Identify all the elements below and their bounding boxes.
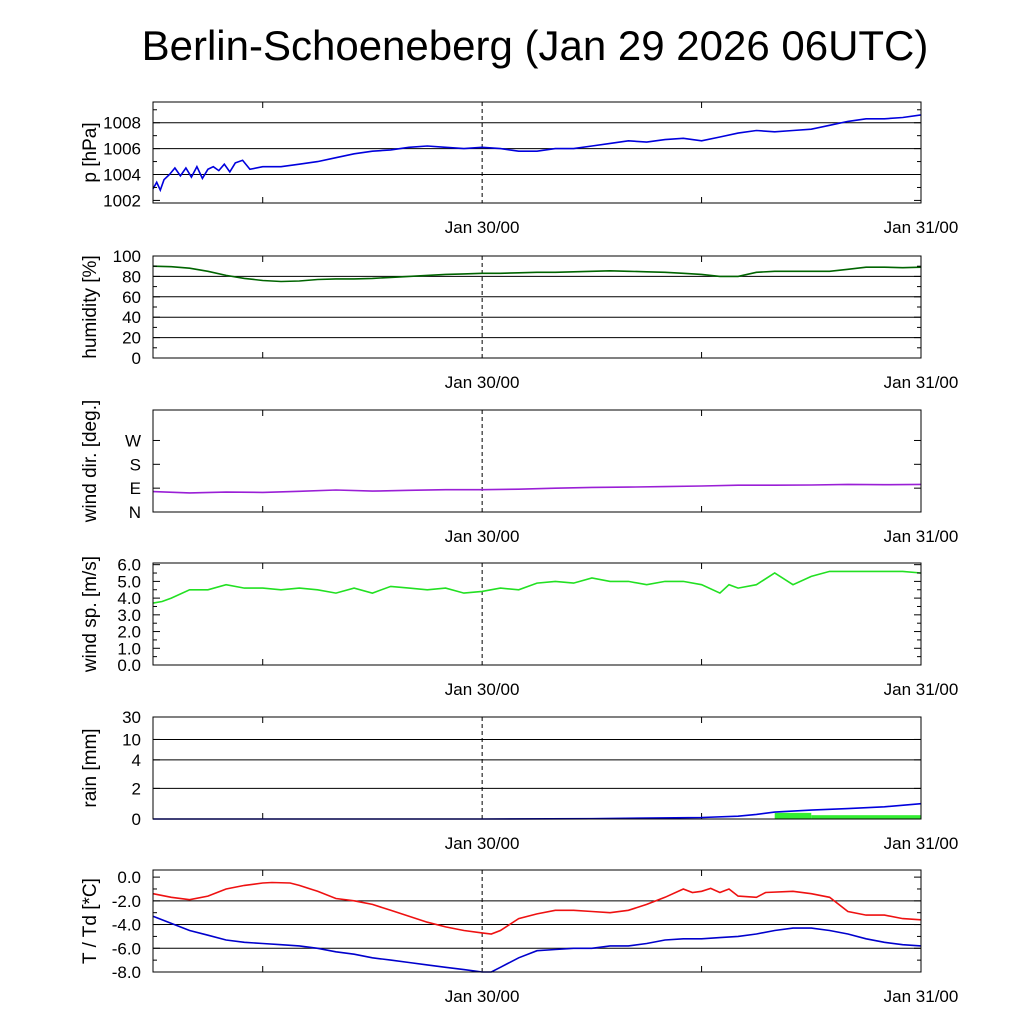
winddir-x-tick-label: Jan 30/00 xyxy=(445,527,520,546)
humidity-y-axis-label: humidity [%] xyxy=(80,255,101,358)
humidity-y-tick-label: 0 xyxy=(132,349,141,368)
windspeed-y-tick-label: 6.0 xyxy=(117,556,141,575)
windspeed-y-tick-label: 0.0 xyxy=(117,656,141,675)
windspeed-y-axis-label: wind sp. [m/s] xyxy=(80,556,101,673)
humidity-y-tick-label: 80 xyxy=(122,267,141,286)
winddir-y-axis-label: wind dir. [deg.] xyxy=(80,400,101,524)
rain-y-tick-label: 10 xyxy=(122,730,141,749)
chart-title: Berlin-Schoeneberg (Jan 29 2026 06UTC) xyxy=(141,22,929,69)
rain-bar xyxy=(774,812,812,819)
temp-frame xyxy=(152,869,922,973)
pressure-y-tick-label: 1008 xyxy=(103,114,141,133)
winddir-frame xyxy=(152,409,922,513)
temp-series-temperature xyxy=(152,881,922,935)
rain-x-tick-label: Jan 31/00 xyxy=(884,834,959,853)
windspeed-y-tick-label: 2.0 xyxy=(117,623,141,642)
pressure-x-tick-label: Jan 31/00 xyxy=(884,218,959,237)
temp-y-tick-label: -4.0 xyxy=(112,916,141,935)
humidity-y-tick-label: 60 xyxy=(122,288,141,307)
winddir-y-tick-label: W xyxy=(125,431,141,450)
pressure-y-tick-label: 1002 xyxy=(103,191,141,210)
rain-y-tick-label: 4 xyxy=(132,751,141,770)
windspeed-series-wind-speed xyxy=(152,570,922,604)
windspeed-y-tick-label: 5.0 xyxy=(117,572,141,591)
rain-y-tick-label: 30 xyxy=(122,708,141,727)
rain-y-tick-label: 2 xyxy=(132,779,141,798)
temp-y-tick-label: -2.0 xyxy=(112,892,141,911)
windspeed-frame xyxy=(152,562,922,666)
winddir-y-tick-label: S xyxy=(130,455,141,474)
windspeed-y-tick-label: 1.0 xyxy=(117,639,141,658)
windspeed-y-tick-label: 3.0 xyxy=(117,606,141,625)
temp-y-tick-label: 0.0 xyxy=(117,868,141,887)
winddir-series-wind-direction xyxy=(152,483,922,494)
rain-bar xyxy=(811,815,921,819)
temp-y-axis-label: T / Td [*C] xyxy=(80,878,101,964)
humidity-x-tick-label: Jan 30/00 xyxy=(445,373,520,392)
temp-x-tick-label: Jan 30/00 xyxy=(445,987,520,1006)
pressure-x-tick-label: Jan 30/00 xyxy=(445,218,520,237)
windspeed-x-tick-label: Jan 31/00 xyxy=(884,680,959,699)
rain-frame xyxy=(152,716,922,820)
pressure-series-pressure xyxy=(152,114,922,193)
humidity-y-tick-label: 40 xyxy=(122,308,141,327)
winddir-x-tick-label: Jan 31/00 xyxy=(884,527,959,546)
winddir-y-tick-label: E xyxy=(130,479,141,498)
humidity-y-tick-label: 20 xyxy=(122,329,141,348)
temp-y-tick-label: -6.0 xyxy=(112,939,141,958)
temp-x-tick-label: Jan 31/00 xyxy=(884,987,959,1006)
windspeed-x-tick-label: Jan 30/00 xyxy=(445,680,520,699)
rain-x-tick-label: Jan 30/00 xyxy=(445,834,520,853)
humidity-series-humidity xyxy=(152,265,922,283)
rain-y-axis-label: rain [mm] xyxy=(80,728,101,807)
pressure-y-tick-label: 1006 xyxy=(103,140,141,159)
winddir-y-tick-label: N xyxy=(129,503,141,522)
rain-y-tick-label: 0 xyxy=(132,810,141,829)
humidity-x-tick-label: Jan 31/00 xyxy=(884,373,959,392)
pressure-y-tick-label: 1004 xyxy=(103,166,141,185)
temp-y-tick-label: -8.0 xyxy=(112,963,141,982)
temp-series-dewpoint xyxy=(152,915,922,973)
pressure-frame xyxy=(152,101,922,204)
pressure-y-axis-label: p [hPa] xyxy=(80,122,101,182)
windspeed-y-tick-label: 4.0 xyxy=(117,589,141,608)
humidity-y-tick-label: 100 xyxy=(113,247,141,266)
